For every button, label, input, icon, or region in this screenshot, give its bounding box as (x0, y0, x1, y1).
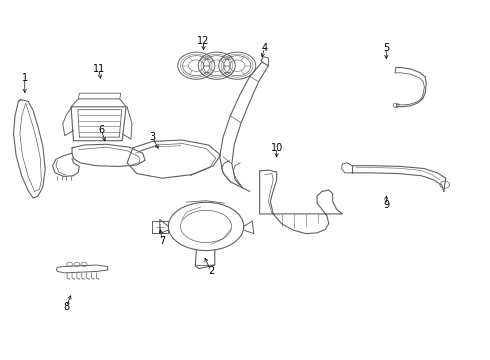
Text: 2: 2 (208, 266, 214, 276)
Text: 6: 6 (98, 125, 104, 135)
Text: 7: 7 (159, 236, 165, 246)
Text: 9: 9 (383, 200, 390, 210)
Text: 12: 12 (197, 36, 210, 46)
Text: 10: 10 (270, 143, 283, 153)
Text: 3: 3 (149, 132, 155, 142)
Text: 5: 5 (383, 43, 390, 53)
Text: 1: 1 (22, 73, 28, 83)
Text: 11: 11 (93, 64, 105, 74)
Text: 4: 4 (262, 43, 268, 53)
Text: 8: 8 (63, 302, 69, 312)
